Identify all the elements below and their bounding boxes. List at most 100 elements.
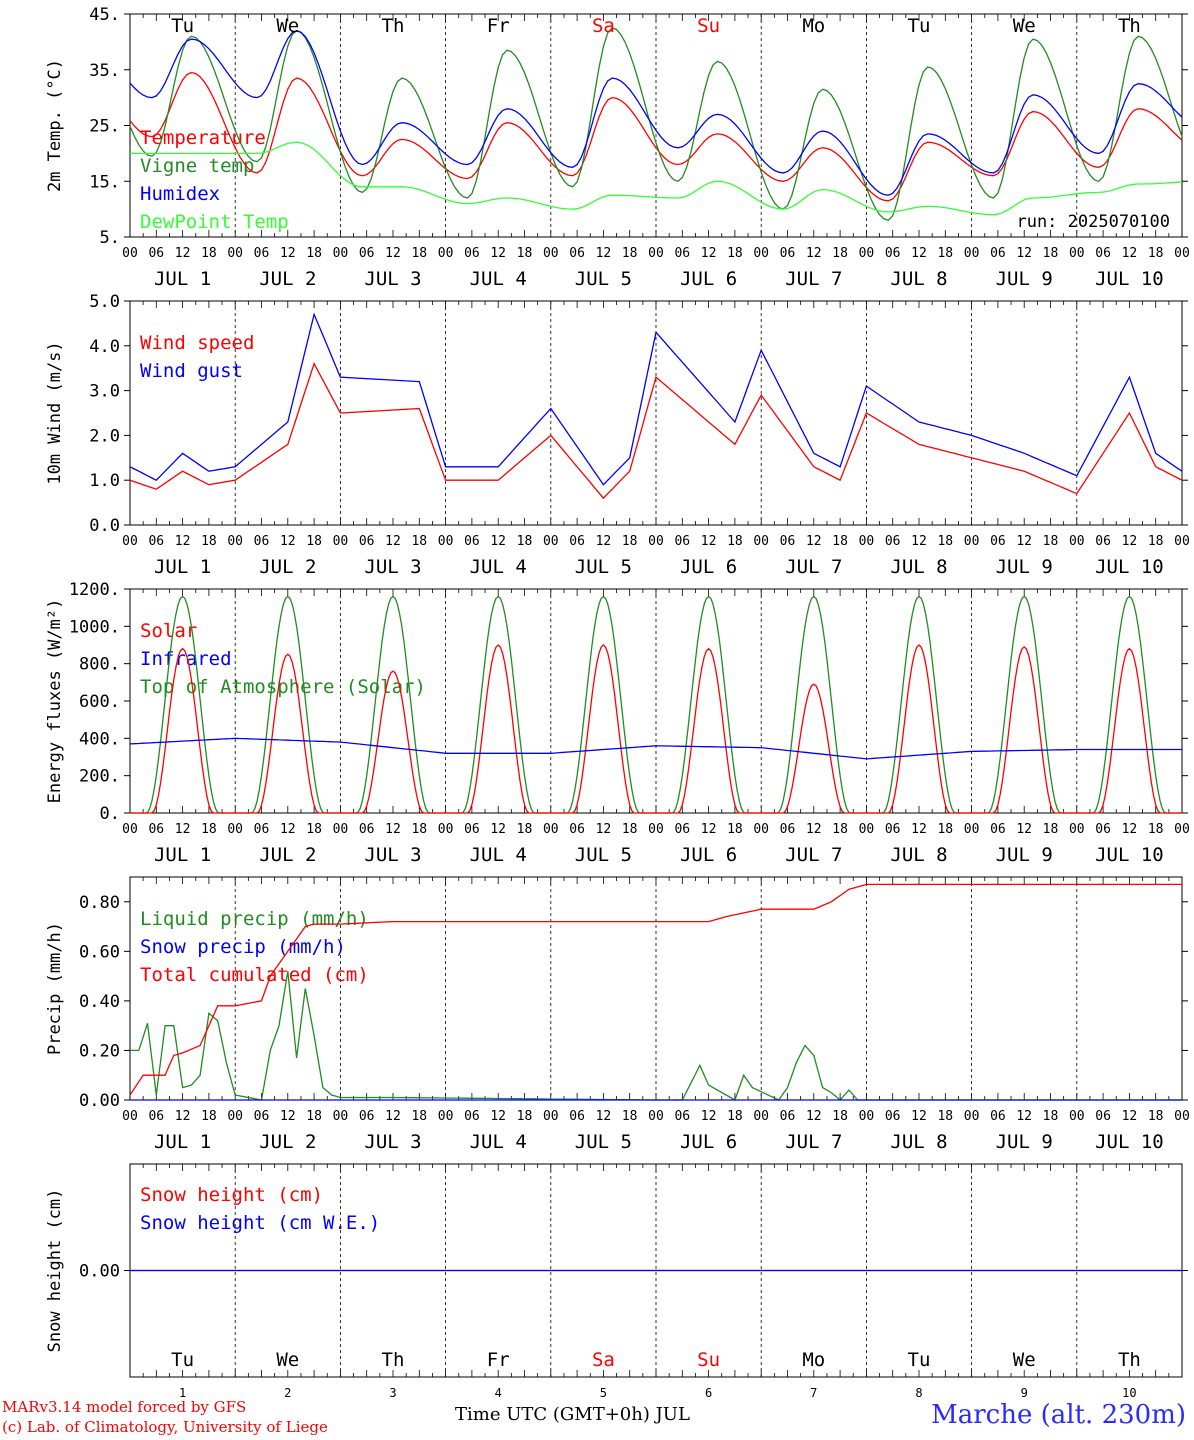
x-day-label: JUL 1 [154,556,211,578]
series-line [129,312,1183,486]
day-number-label: 5 [600,1386,607,1400]
x-hour-label: 06 [990,822,1006,837]
x-hour-label: 06 [359,246,375,261]
x-hour-label: 06 [148,822,164,837]
y-tick-label: 0.0 [89,516,120,536]
x-hour-label: 18 [1148,246,1164,261]
x-hour-label: 12 [1122,534,1138,549]
x-hour-label: 06 [885,822,901,837]
x-hour-label: 00 [753,1109,769,1124]
y-tick-label: 25. [89,117,120,137]
x-hour-label: 18 [937,246,953,261]
y-tick-label: 1000. [69,617,120,637]
y-tick-label: 200. [79,767,120,787]
x-hour-label: 00 [859,822,875,837]
legend-entry: Top of Atmosphere (Solar) [140,676,426,698]
x-hour-label: 12 [701,534,717,549]
x-hour-label: 12 [1016,246,1032,261]
x-hour-label: 18 [727,822,743,837]
y-tick-label: 45. [89,5,120,25]
x-hour-label: 00 [964,246,980,261]
x-hour-label: 06 [464,246,480,261]
x-hour-label: 18 [306,822,322,837]
x-hour-label: 18 [1148,1109,1164,1124]
x-day-label: JUL 4 [470,844,527,866]
series-line [129,883,1182,1096]
x-hour-label: 06 [359,534,375,549]
x-hour-label: 18 [411,534,427,549]
legend-entry: Snow height (cm W.E.) [140,1212,380,1234]
dow-label-bottom: Mo [802,1349,825,1371]
x-hour-label: 06 [254,246,270,261]
x-hour-label: 12 [280,246,296,261]
x-day-label: JUL 5 [575,556,632,578]
x-day-label: JUL 5 [575,844,632,866]
x-hour-label: 18 [306,534,322,549]
y-axis-label: Energy fluxes (W/m²) [45,599,65,804]
x-hour-label: 12 [701,246,717,261]
y-tick-label: 5.0 [89,292,120,312]
x-hour-label: 12 [911,822,927,837]
x-hour-label: 00 [122,246,138,261]
legend-entry: DewPoint Temp [140,211,289,233]
x-hour-label: 06 [674,246,690,261]
x-hour-label: 18 [517,534,533,549]
y-tick-label: 0.60 [79,942,120,962]
x-hour-label: 12 [175,246,191,261]
run-label: run: 2025070100 [1016,212,1170,232]
x-hour-label: 00 [753,246,769,261]
y-tick-label: 4.0 [89,337,120,357]
x-hour-label: 00 [543,246,559,261]
y-tick-label: 2.0 [89,426,120,446]
x-day-label: JUL 10 [1095,556,1164,578]
day-number-label: 4 [495,1386,502,1400]
legend-entry: Snow precip (mm/h) [140,936,346,958]
x-day-label: JUL 6 [680,1131,737,1153]
x-hour-label: 00 [438,534,454,549]
x-day-label: JUL 3 [364,268,421,290]
x-hour-label: 06 [990,1109,1006,1124]
x-hour-label: 18 [622,1109,638,1124]
dow-label-bottom: Sa [592,1349,615,1371]
x-hour-label: 18 [201,822,217,837]
x-hour-label: 12 [490,534,506,549]
x-hour-label: 12 [806,534,822,549]
x-hour-label: 18 [411,246,427,261]
y-tick-label: 0.00 [79,1091,120,1111]
x-day-label: JUL 10 [1095,844,1164,866]
x-hour-label: 06 [254,534,270,549]
x-hour-label: 00 [333,1109,349,1124]
x-hour-label: 06 [1095,534,1111,549]
y-tick-label: 3.0 [89,382,120,402]
dow-label-top: We [276,15,299,37]
x-day-label: JUL 2 [259,556,316,578]
x-hour-label: 12 [911,534,927,549]
x-hour-label: 00 [438,246,454,261]
x-hour-label: 06 [990,534,1006,549]
x-hour-label: 00 [333,822,349,837]
x-hour-label: 12 [1016,1109,1032,1124]
x-day-label: JUL 6 [680,556,737,578]
x-hour-label: 06 [1095,1109,1111,1124]
x-hour-label: 00 [859,246,875,261]
x-hour-label: 06 [148,534,164,549]
legend-entry: Total cumulated (cm) [140,964,369,986]
x-hour-label: 06 [885,1109,901,1124]
x-hour-label: 18 [622,534,638,549]
x-hour-label: 06 [569,534,585,549]
legend-entry: Snow height (cm) [140,1184,323,1206]
x-day-label: JUL 7 [785,1131,842,1153]
x-hour-label: 06 [464,534,480,549]
x-hour-label: 12 [701,822,717,837]
x-hour-label: 00 [753,822,769,837]
x-day-label: JUL 1 [154,844,211,866]
x-hour-label: 18 [937,534,953,549]
x-hour-label: 00 [1174,246,1190,261]
x-hour-label: 12 [280,1109,296,1124]
x-hour-label: 06 [1095,822,1111,837]
dow-label-bottom: We [1013,1349,1036,1371]
x-day-label: JUL 6 [680,844,737,866]
x-hour-label: 18 [937,1109,953,1124]
dow-label-bottom: Fr [487,1349,510,1371]
x-hour-label: 18 [201,246,217,261]
